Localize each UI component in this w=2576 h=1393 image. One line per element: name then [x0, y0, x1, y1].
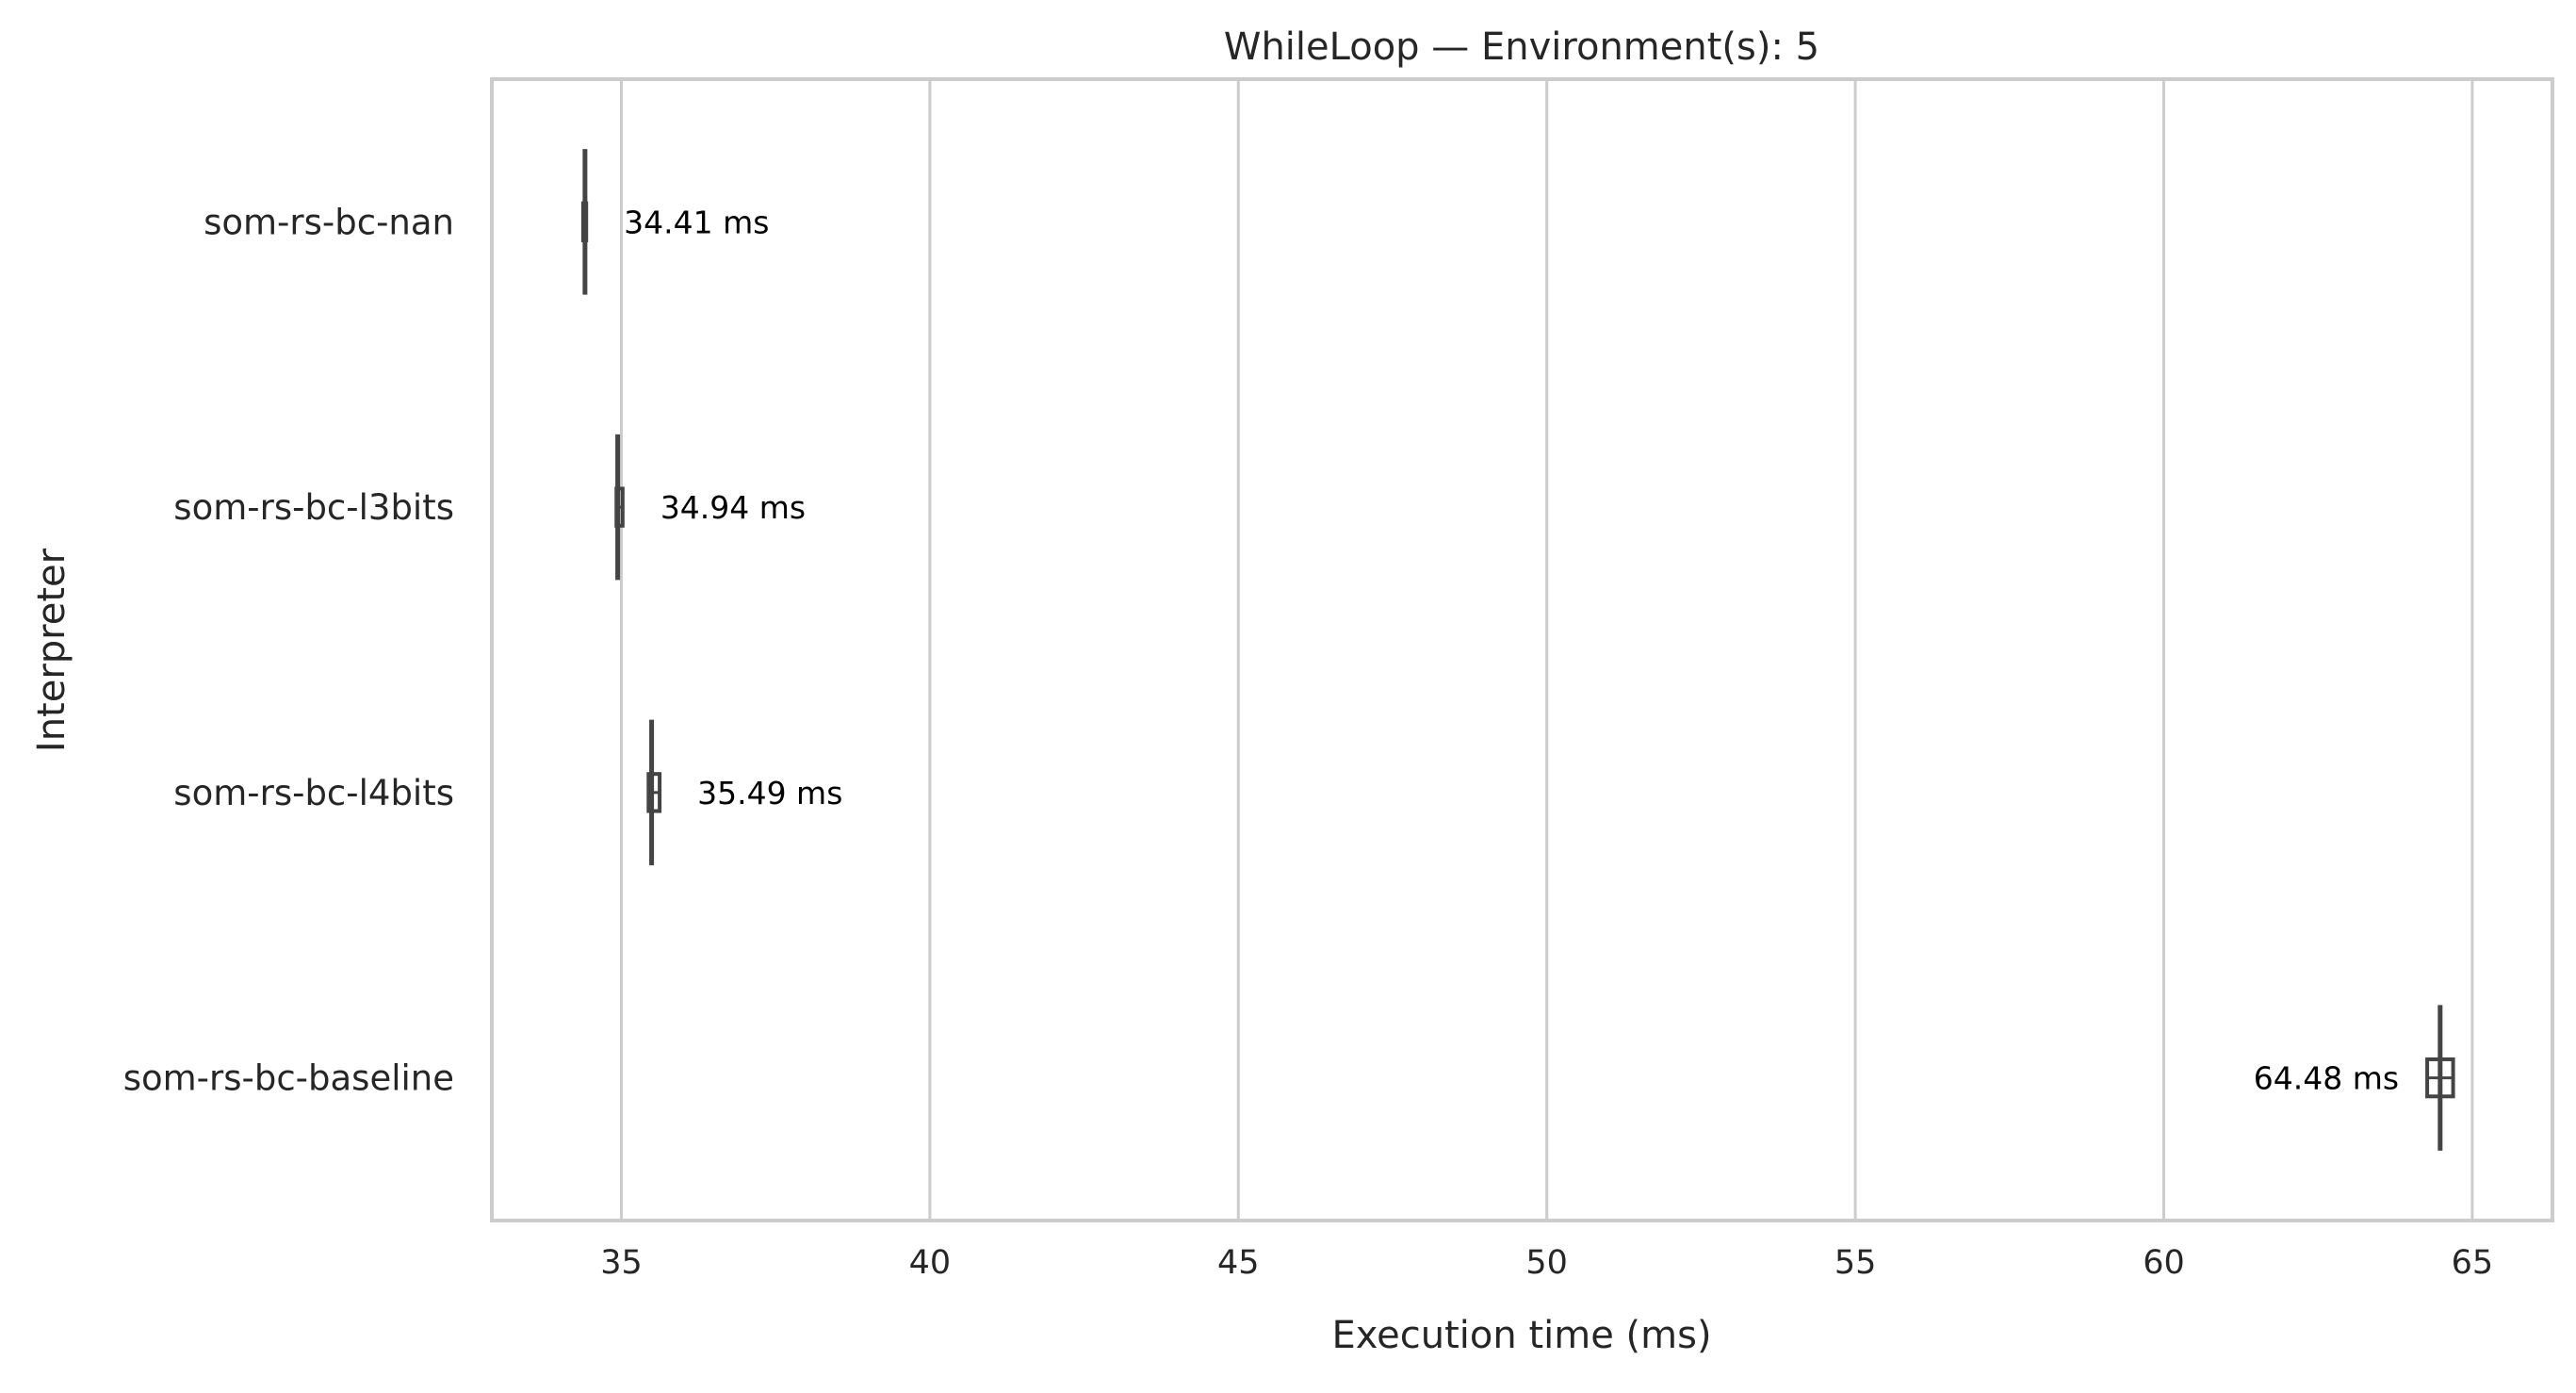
data-value-label: 64.48 ms: [2254, 1060, 2399, 1097]
chart-title: WhileLoop — Environment(s): 5: [1224, 25, 1819, 69]
box-mark: [2425, 1005, 2455, 1151]
x-axis-label: Execution time (ms): [1331, 1314, 1711, 1357]
x-tick-label: 40: [909, 1244, 952, 1282]
box-body: [646, 772, 662, 813]
category-layer: som-rs-bc-nan som-rs-bc-l3bits som-rs-bc-l…: [123, 202, 454, 1098]
data-value-label: 34.94 ms: [660, 489, 806, 526]
y-category-label: som-rs-bc-l4bits: [173, 773, 454, 813]
y-category-label: som-rs-bc-l3bits: [173, 487, 454, 528]
marks-layer: [580, 149, 2455, 1151]
box-mark: [580, 149, 589, 295]
data-value-label: 35.49 ms: [697, 775, 842, 811]
x-tick-label: 45: [1217, 1244, 1260, 1282]
y-axis-label: Interpreter: [30, 548, 73, 752]
x-tick-label: 60: [2143, 1244, 2185, 1282]
grid-layer: [620, 79, 2474, 1221]
box-mark: [646, 719, 662, 866]
box-mark: [614, 434, 625, 581]
data-value-label: 34.41 ms: [624, 204, 769, 240]
x-tick-label: 35: [600, 1244, 643, 1282]
x-tick-label: 55: [1834, 1244, 1877, 1282]
label-layer: 34.41 ms 34.94 ms 35.49 ms 64.48 ms: [624, 204, 2399, 1096]
plot-frame: [490, 77, 2554, 1222]
tick-layer: 35 40 45 50 55 60 65: [600, 1244, 2493, 1282]
x-tick-label: 65: [2452, 1244, 2494, 1282]
x-tick-label: 50: [1525, 1244, 1568, 1282]
y-category-label: som-rs-bc-nan: [204, 202, 454, 242]
y-category-label: som-rs-bc-baseline: [123, 1058, 454, 1099]
